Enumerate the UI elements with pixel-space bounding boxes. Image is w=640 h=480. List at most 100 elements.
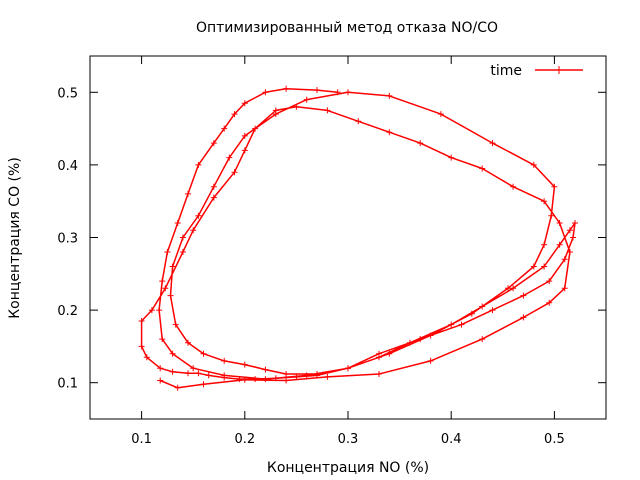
data-point-marker [417, 140, 424, 147]
x-axis-label: Концентрация NO (%) [267, 460, 429, 476]
data-point-marker [174, 220, 181, 226]
data-point-marker [303, 372, 310, 379]
data-point-marker [355, 118, 362, 125]
data-point-marker [530, 161, 537, 168]
data-point-marker [546, 278, 553, 285]
data-point-marker [427, 357, 434, 364]
legend-label: time [490, 63, 522, 79]
data-point-marker [157, 365, 164, 372]
data-point-marker [231, 111, 238, 118]
data-point-marker [179, 234, 186, 241]
data-point-marker [283, 377, 290, 384]
data-point-marker [167, 292, 174, 299]
data-point-marker [262, 366, 269, 373]
data-point-marker [210, 140, 217, 147]
data-point-marker [138, 343, 145, 350]
data-point-marker [205, 372, 212, 379]
data-point-marker [241, 376, 248, 383]
data-point-marker [345, 365, 351, 372]
x-tick-label: 0.3 [338, 432, 359, 447]
data-point-marker [556, 220, 563, 226]
data-point-marker [561, 285, 568, 292]
data-point-marker [138, 318, 145, 324]
data-point-marker [162, 285, 169, 292]
data-point-marker [159, 278, 166, 285]
data-point-marker [195, 161, 202, 168]
data-point-marker [510, 183, 517, 190]
data-point-marker [174, 384, 181, 391]
data-point-marker [417, 336, 424, 343]
data-point-marker [283, 371, 290, 377]
data-point-marker [551, 183, 558, 190]
data-point-marker [241, 132, 248, 139]
data-point-marker [520, 292, 527, 299]
data-point-marker [185, 190, 191, 197]
data-point-marker [252, 376, 259, 383]
data-point-marker [231, 169, 238, 176]
data-point-marker [324, 373, 331, 380]
data-point-marker [159, 336, 166, 343]
data-point-marker [169, 368, 176, 375]
data-point-marker [386, 92, 393, 99]
data-point-marker [195, 212, 202, 219]
data-point-marker [334, 89, 341, 96]
data-point-marker [324, 107, 331, 114]
data-point-marker [570, 234, 576, 241]
data-point-marker [185, 339, 191, 346]
data-point-marker [272, 375, 279, 382]
legend-marker [555, 66, 563, 74]
data-point-marker [386, 129, 393, 136]
data-point-marker [448, 154, 455, 161]
data-point-marker [376, 350, 382, 357]
data-point-marker [314, 87, 320, 94]
x-tick-label: 0.1 [131, 432, 152, 447]
data-point-marker [241, 100, 248, 107]
axis-ticks: 0.1 0.2 0.3 0.4 0.5 0.1 0.2 0.3 0.4 0.5 [57, 56, 606, 447]
data-point-marker [427, 332, 434, 339]
data-point-marker [561, 256, 568, 263]
data-point-marker [226, 154, 233, 161]
data-point-marker [489, 307, 496, 314]
plot-frame [89, 55, 607, 420]
data-point-marker [479, 165, 486, 172]
data-point-marker [200, 350, 207, 357]
data-point-marker [505, 285, 511, 292]
data-point-marker [169, 350, 176, 357]
data-point-marker [283, 85, 290, 92]
data-point-marker [241, 361, 248, 368]
chart-title: Оптимизированный метод отказа NO/CO [196, 20, 498, 36]
series-group [138, 85, 578, 391]
data-point-marker [172, 321, 179, 328]
data-point-marker [293, 103, 300, 110]
y-tick-label: 0.1 [57, 377, 78, 392]
data-point-marker [437, 111, 444, 118]
data-point-marker [157, 377, 164, 384]
data-point-marker [468, 310, 475, 317]
data-point-marker [210, 194, 217, 201]
y-tick-label: 0.5 [57, 86, 78, 101]
data-point-marker [458, 321, 465, 328]
data-point-marker [262, 89, 269, 96]
data-point-marker [164, 249, 171, 255]
data-point-marker [272, 111, 279, 118]
data-point-marker [195, 370, 202, 377]
data-point-marker [556, 241, 563, 248]
data-point-marker [148, 307, 155, 314]
x-tick-label: 0.5 [544, 432, 565, 447]
data-point-marker [156, 307, 163, 314]
data-point-marker [221, 372, 228, 379]
y-tick-label: 0.3 [57, 232, 78, 247]
data-point-marker [572, 220, 578, 226]
data-point-marker [541, 241, 548, 248]
data-point-marker [236, 376, 243, 383]
data-point-marker [293, 373, 300, 380]
data-point-marker [479, 303, 486, 310]
x-tick-label: 0.4 [441, 432, 462, 447]
data-point-marker [190, 365, 197, 372]
data-point-marker [406, 339, 413, 346]
data-point-marker [221, 125, 228, 132]
data-point-marker [190, 227, 197, 234]
data-point-marker [179, 249, 186, 255]
series-line [140, 87, 576, 389]
